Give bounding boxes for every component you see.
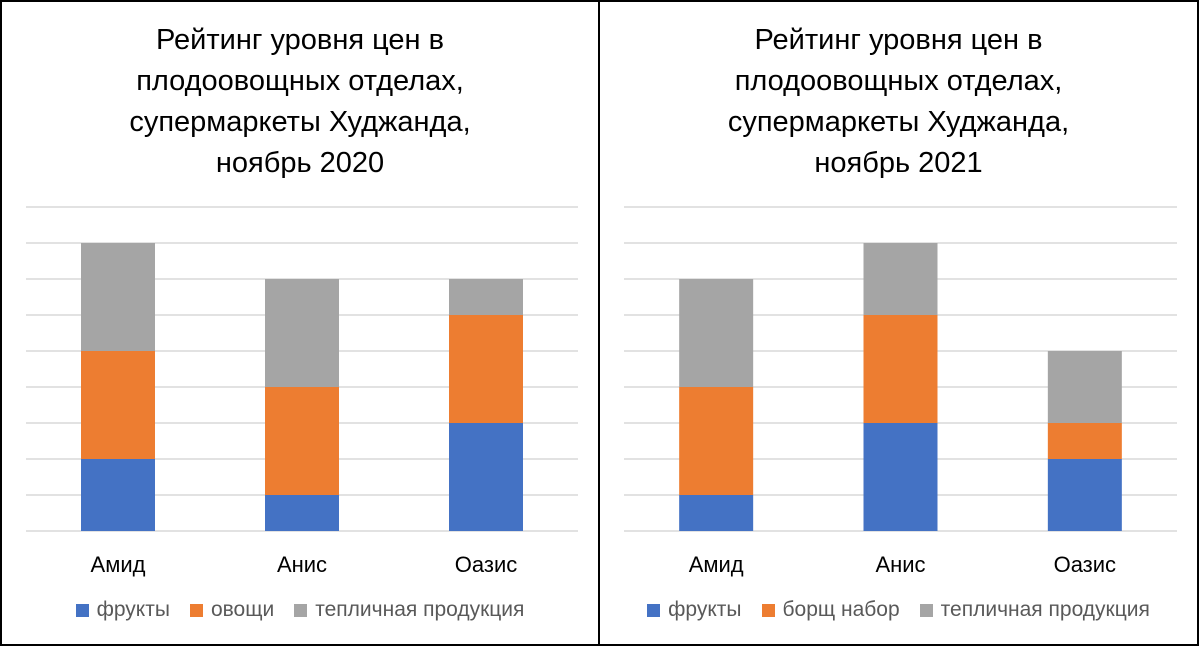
bar-segment <box>265 495 339 531</box>
bar-segment <box>81 459 155 531</box>
chart-title-line: плодоовощных отделах, <box>136 65 464 97</box>
bar-segment <box>265 387 339 495</box>
chart-title-line: ноябрь 2020 <box>215 147 385 179</box>
x-tick-label: Амид <box>689 552 744 577</box>
bar-segment <box>863 423 938 531</box>
legend-label: овощи <box>210 598 275 621</box>
chart-plot: Амид Анис Оазис <box>624 206 1177 577</box>
bar-segment <box>679 279 754 387</box>
x-tick-label: Анис <box>875 552 925 577</box>
x-tick-label: Оазис <box>1054 552 1116 577</box>
chart-legend: фрукты овощи тепличная продукция <box>2 598 598 622</box>
legend-item: борщ набор <box>761 598 900 622</box>
bar-segment <box>1047 351 1122 423</box>
legend-swatch <box>761 603 775 617</box>
legend-item: овощи <box>189 598 275 622</box>
chart-legend: фрукты борщ набор тепличная продукция <box>600 598 1197 622</box>
bar-segment <box>265 279 339 387</box>
bar-segment <box>449 423 523 531</box>
chart-plot: Амид Анис Оазис <box>26 206 578 577</box>
legend-item: фрукты <box>647 598 742 622</box>
chart-panel-2021: Рейтинг уровня цен в плодоовощных отдела… <box>598 0 1199 646</box>
chart-title-line: Рейтинг уровня цен в <box>155 24 445 56</box>
legend-item: тепличная продукция <box>294 598 524 622</box>
chart-title-line: плодоовощных отделах, <box>734 65 1063 97</box>
bar-segment <box>679 387 754 495</box>
chart-panel-2020: Рейтинг уровня цен в плодоовощных отдела… <box>0 0 600 646</box>
chart-title-line: Рейтинг уровня цен в <box>754 24 1043 56</box>
bar-segment <box>863 315 938 423</box>
legend-label: тепличная продукция <box>940 598 1150 621</box>
bar-segment <box>1047 423 1122 459</box>
chart-title: Рейтинг уровня цен в плодоовощных отдела… <box>2 20 598 184</box>
legend-swatch <box>189 603 203 617</box>
legend-label: фрукты <box>96 598 170 621</box>
chart-title-line: супермаркеты Худжанда, <box>129 106 471 138</box>
legend-swatch <box>919 603 933 617</box>
bar-segment <box>81 351 155 459</box>
legend-item: тепличная продукция <box>919 598 1150 622</box>
legend-swatch <box>294 603 308 617</box>
chart-title: Рейтинг уровня цен в плодоовощных отдела… <box>600 20 1197 184</box>
bar-segment <box>1047 459 1122 531</box>
bar-segment <box>81 243 155 351</box>
chart-title-line: супермаркеты Худжанда, <box>727 106 1070 138</box>
legend-swatch <box>647 603 661 617</box>
bar-segment <box>449 279 523 315</box>
legend-label: борщ набор <box>782 598 900 621</box>
x-tick-label: Анис <box>277 552 327 577</box>
x-tick-label: Амид <box>91 552 146 577</box>
x-tick-label: Оазис <box>455 552 517 577</box>
legend-item: фрукты <box>75 598 170 622</box>
legend-swatch <box>75 603 89 617</box>
chart-title-line: ноябрь 2021 <box>814 147 983 179</box>
bar-segment <box>449 315 523 423</box>
bar-segment <box>863 243 938 315</box>
legend-label: тепличная продукция <box>315 598 525 621</box>
bar-segment <box>679 495 754 531</box>
legend-label: фрукты <box>668 598 742 621</box>
